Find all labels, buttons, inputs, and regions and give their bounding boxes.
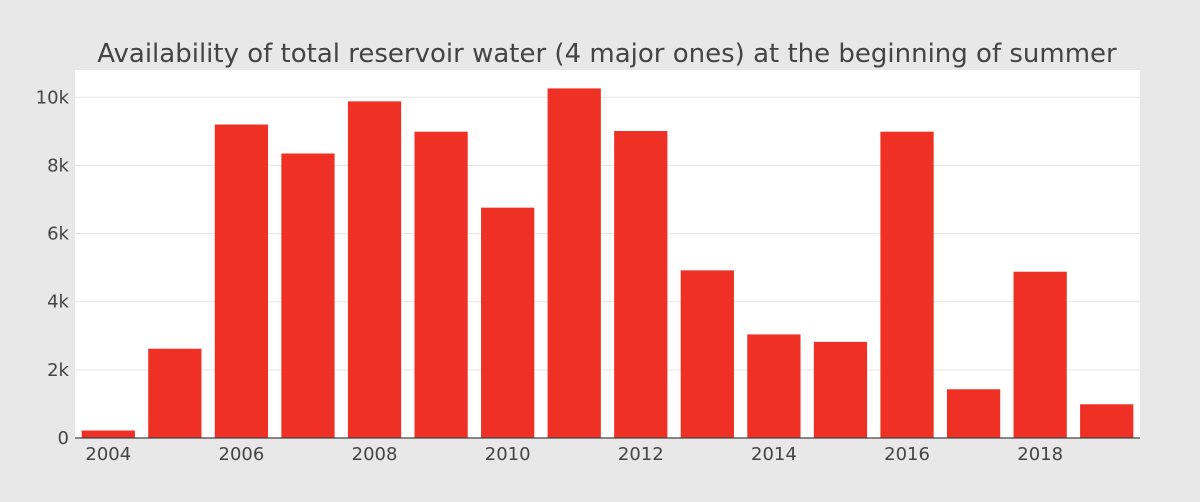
y-axis-ticks: 0 2k 4k 6k 8k 10k <box>36 87 70 449</box>
bar-2012[interactable] <box>614 130 668 438</box>
chart-title: Availability of total reservoir water (4… <box>97 39 1117 69</box>
bar-2005[interactable] <box>148 348 202 438</box>
bar-2015[interactable] <box>813 341 868 438</box>
bar-2017[interactable] <box>946 389 1001 438</box>
bar-2006[interactable] <box>214 124 269 438</box>
x-tick-label: 2004 <box>85 444 131 465</box>
bar-2013[interactable] <box>680 270 734 438</box>
bars <box>81 88 1134 439</box>
x-tick-label: 2008 <box>352 444 398 465</box>
y-tick-label: 10k <box>36 87 70 108</box>
bar-2018[interactable] <box>1013 271 1067 438</box>
bar-2010[interactable] <box>481 207 535 438</box>
bar-2004[interactable] <box>81 430 135 438</box>
x-axis-ticks: 2004 2006 2008 2010 2012 2014 2016 2018 <box>85 444 1063 465</box>
x-tick-label: 2010 <box>485 444 531 465</box>
y-tick-label: 8k <box>47 155 69 176</box>
x-tick-label: 2006 <box>219 444 265 465</box>
bar-2019[interactable] <box>1080 404 1134 438</box>
x-tick-label: 2012 <box>618 444 664 465</box>
x-tick-label: 2014 <box>751 444 797 465</box>
x-tick-label: 2016 <box>884 444 930 465</box>
bar-2009[interactable] <box>414 131 468 438</box>
bar-2008[interactable] <box>347 101 402 438</box>
y-tick-label: 0 <box>58 428 69 449</box>
x-tick-label: 2018 <box>1017 444 1063 465</box>
bar-2011[interactable] <box>547 88 601 439</box>
y-tick-label: 6k <box>47 224 69 245</box>
bar-2014[interactable] <box>747 334 801 438</box>
bar-2016[interactable] <box>880 131 934 438</box>
y-tick-label: 4k <box>47 292 69 313</box>
y-tick-label: 2k <box>47 360 69 381</box>
bar-2007[interactable] <box>281 153 335 438</box>
